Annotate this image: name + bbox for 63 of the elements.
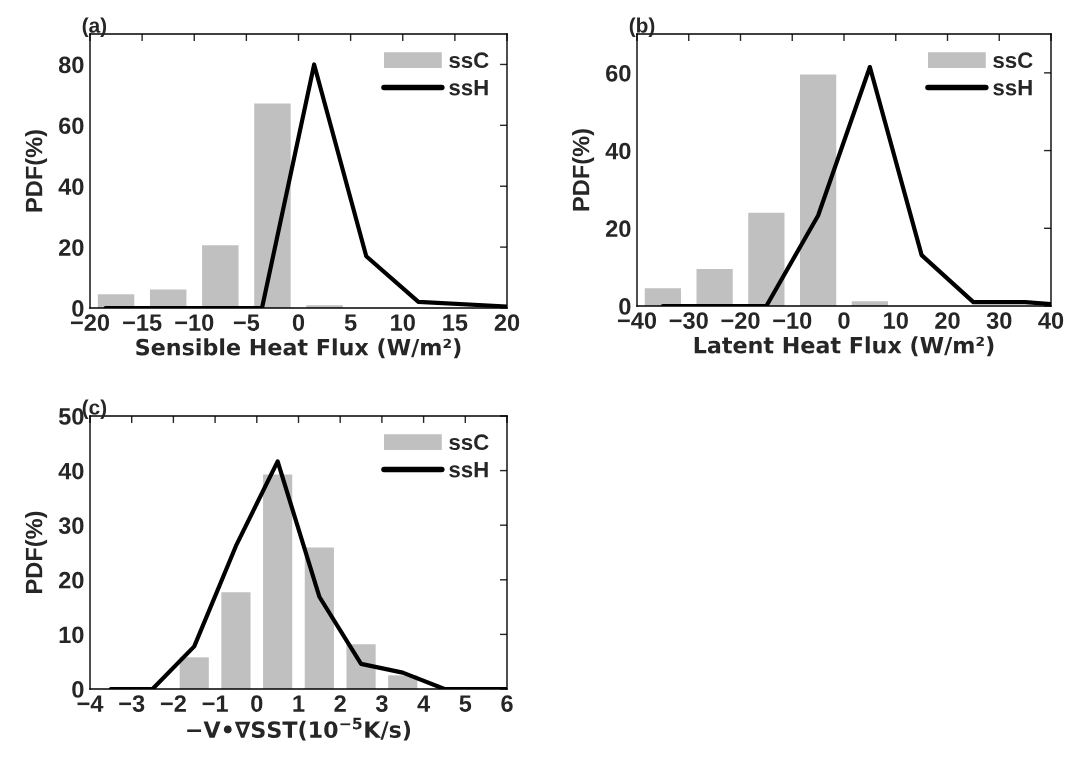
legend-label: ssC xyxy=(449,434,489,451)
x-tick-label: −3 xyxy=(119,695,145,712)
x-tick-label: 4 xyxy=(417,695,431,712)
y-tick-label: 40 xyxy=(58,462,84,480)
x-tick-label: 3 xyxy=(375,695,388,712)
x-tick-label: 30 xyxy=(986,312,1012,329)
bar xyxy=(221,592,251,689)
y-tick-label: 40 xyxy=(605,142,631,160)
x-tick-label: −1 xyxy=(202,695,228,712)
bar xyxy=(254,103,291,308)
y-tick-label: 30 xyxy=(58,517,84,535)
y-tick-label: 20 xyxy=(59,571,84,589)
x-tick-label: −5 xyxy=(233,314,260,331)
y-tick-label: 80 xyxy=(58,56,84,74)
x-tick-label: 10 xyxy=(391,314,415,331)
x-axis-title: −V•∇SST(10$^{−5}$K/s) xyxy=(187,717,411,741)
x-tick-label: 20 xyxy=(935,312,960,329)
legend-label: ssC xyxy=(993,52,1033,69)
x-tick-label: 0 xyxy=(292,314,305,331)
x-tick-label: −10 xyxy=(175,314,214,331)
bar xyxy=(202,245,239,308)
y-tick-label: 40 xyxy=(58,178,84,196)
y-tick-label: 20 xyxy=(606,220,631,238)
y-tick-label: 60 xyxy=(606,64,631,82)
bar xyxy=(748,212,785,306)
x-tick-label: 10 xyxy=(884,312,908,329)
x-tick-label: −30 xyxy=(669,312,708,329)
chart-title: (b) xyxy=(629,17,655,37)
y-tick-label: 50 xyxy=(58,408,84,425)
x-tick-label: 2 xyxy=(334,695,346,712)
legend-label: ssH xyxy=(449,79,488,96)
x-tick-label: 0 xyxy=(251,695,263,712)
x-tick-label: −15 xyxy=(123,314,162,331)
legend-label: ssH xyxy=(449,461,488,478)
x-tick-label: −2 xyxy=(160,695,186,712)
bar xyxy=(696,269,733,306)
y-axis-title: PDF(%) xyxy=(572,129,595,211)
x-tick-label: −20 xyxy=(721,312,760,329)
chart-title: (c) xyxy=(82,399,107,419)
x-tick-label: 5 xyxy=(344,314,357,331)
legend-label: ssC xyxy=(449,52,489,69)
x-tick-label: 20 xyxy=(494,314,520,331)
x-tick-label: 1 xyxy=(293,695,305,712)
bar xyxy=(644,288,681,306)
y-tick-label: 20 xyxy=(59,239,84,256)
y-tick-label: 60 xyxy=(59,117,84,135)
bar xyxy=(304,547,334,689)
x-tick-label: 40 xyxy=(1038,312,1064,329)
bar xyxy=(800,74,837,306)
bar xyxy=(179,657,209,689)
chart-title: (a) xyxy=(82,17,107,37)
x-tick-label: 6 xyxy=(501,695,513,712)
x-axis-title: Sensible Heat Flux (W/m²) xyxy=(136,338,461,359)
bar xyxy=(263,474,293,689)
y-axis-title: PDF(%) xyxy=(25,511,48,593)
y-tick-label: 10 xyxy=(59,626,84,644)
x-tick-label: 15 xyxy=(443,314,468,331)
x-tick-label: 5 xyxy=(459,695,472,712)
legend-label: ssH xyxy=(993,79,1032,96)
x-tick-label: −10 xyxy=(773,312,812,329)
y-axis-title: PDF(%) xyxy=(25,130,48,212)
x-axis-title: Latent Heat Flux (W/m²) xyxy=(694,336,994,357)
x-tick-label: 0 xyxy=(838,312,850,329)
